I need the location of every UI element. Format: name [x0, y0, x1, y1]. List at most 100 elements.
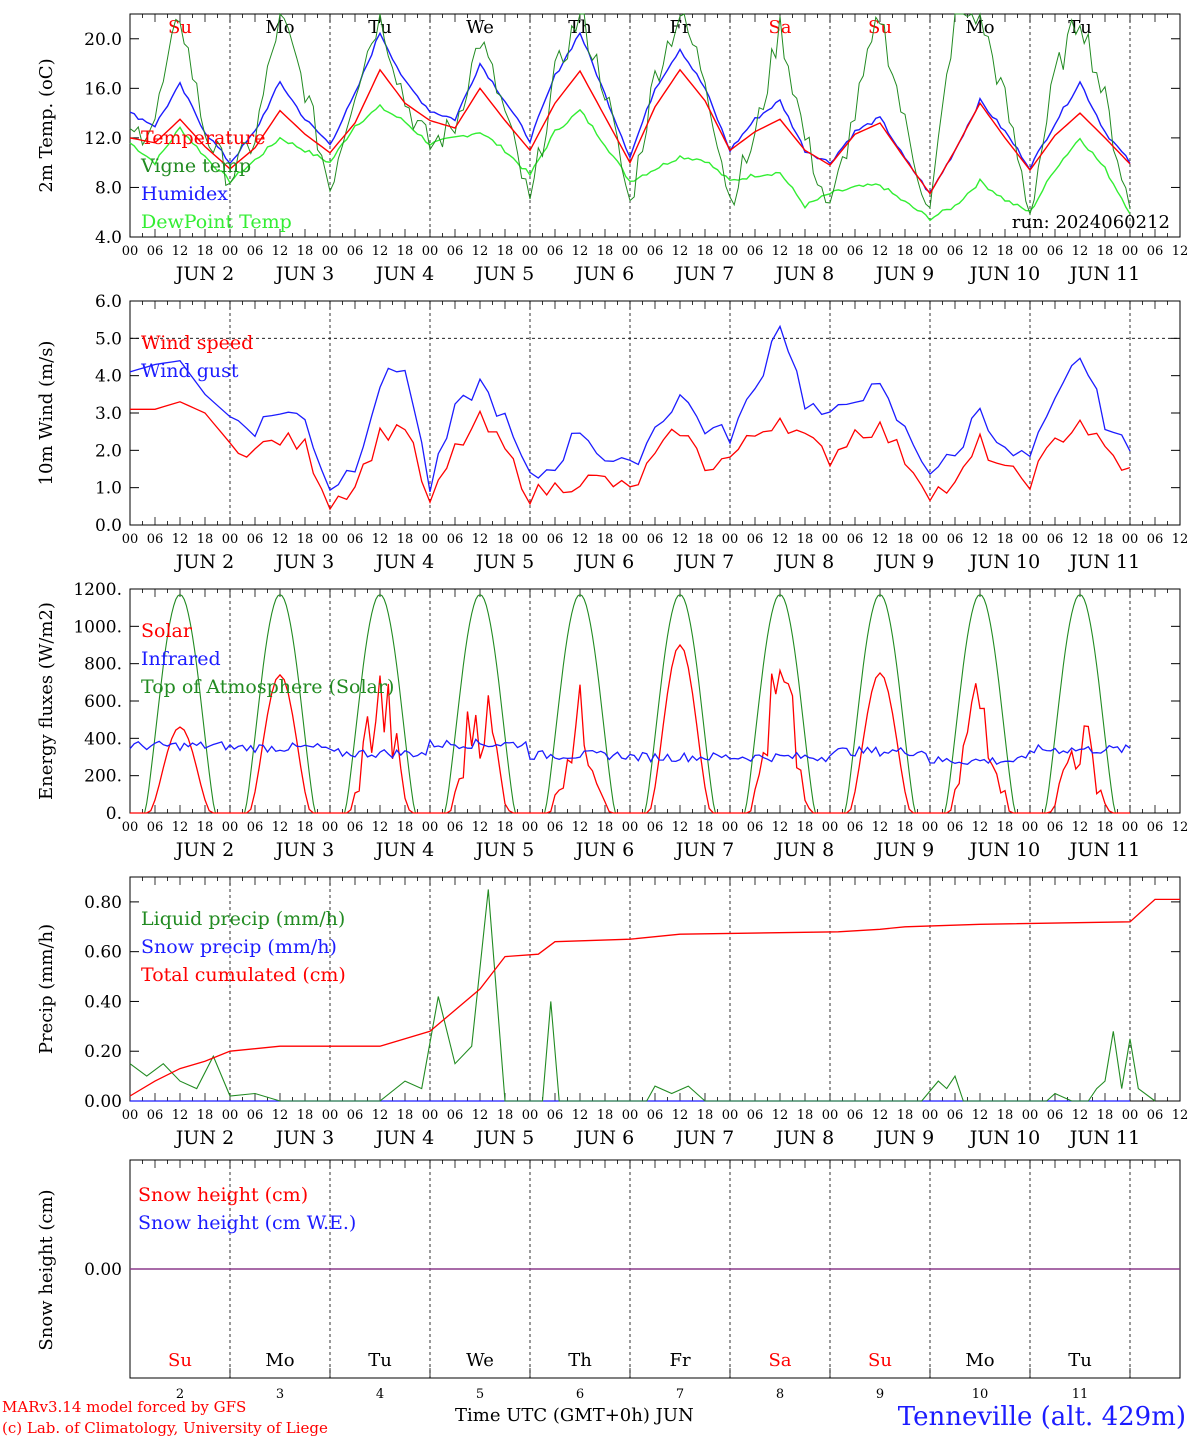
wind-panel-hour-label: 06	[947, 532, 964, 547]
temp-panel-hour-label: 00	[522, 244, 539, 259]
temp-panel-hour-label: 12	[272, 244, 289, 259]
temp-panel-day-label: Mo	[965, 17, 994, 38]
energy-panel-hour-label: 18	[297, 820, 314, 835]
energy-panel-ytick-label: 0.	[106, 804, 122, 824]
energy-panel-frame	[129, 588, 1181, 814]
precip-panel-hour-label: 00	[1122, 1108, 1139, 1123]
wind-panel-hour-label: 06	[447, 532, 464, 547]
energy-panel-hour-label: 06	[747, 820, 764, 835]
energy-panel-hour-label: 00	[122, 820, 139, 835]
snow-panel-day-label: Tu	[368, 1350, 392, 1371]
precip-panel-hour-label: 18	[997, 1108, 1014, 1123]
temp-panel-hour-label: 12	[1072, 244, 1089, 259]
energy-panel-hour-label: 00	[622, 820, 639, 835]
precip-panel-date-label: JUN 2	[174, 1127, 234, 1149]
temp-panel-series-vigne-temp	[129, 12, 1131, 216]
temp-panel-hour-label: 12	[1172, 244, 1189, 259]
wind-panel-hour-label: 00	[822, 532, 839, 547]
wind-panel-hour-label: 00	[1122, 532, 1139, 547]
energy-panel-ytick-label: 600.	[84, 692, 122, 712]
precip-panel-hour-label: 12	[772, 1108, 789, 1123]
wind-panel-hour-label: 00	[1022, 532, 1039, 547]
temp-panel-ytick-label: 16.0	[84, 79, 122, 99]
temp-panel-legend-entry: Temperature	[141, 127, 265, 149]
temp-panel-date-label: JUN 11	[1068, 263, 1140, 285]
time-axis-month: JUN	[655, 1405, 694, 1426]
wind-panel-hour-label: 12	[272, 532, 289, 547]
snow-panel-day-label: Th	[568, 1350, 592, 1371]
wind-panel-hour-label: 00	[522, 532, 539, 547]
precip-panel-legend-entry: Total cumulated (cm)	[141, 964, 346, 986]
wind-panel-hour-label: 18	[597, 532, 614, 547]
precip-panel-ytick-label: 0.80	[84, 893, 122, 913]
temp-panel-hour-label: 12	[372, 244, 389, 259]
temp-panel-ytick-label: 8.0	[95, 178, 122, 198]
precip-panel-hour-label: 12	[1172, 1108, 1189, 1123]
wind-panel-hour-label: 12	[172, 532, 189, 547]
energy-panel-hour-label: 12	[572, 820, 589, 835]
precip-panel-hour-label: 00	[522, 1108, 539, 1123]
energy-panel-ytick-label: 800.	[84, 655, 122, 675]
precip-panel-date-label: JUN 11	[1068, 1127, 1140, 1149]
energy-panel-hour-label: 00	[722, 820, 739, 835]
wind-panel-hour-label: 06	[1147, 532, 1164, 547]
energy-panel-ytick-label: 1200.	[73, 580, 122, 600]
energy-panel-date-label: JUN 10	[968, 839, 1040, 861]
snow-panel-day-number: 9	[876, 1387, 884, 1402]
energy-panel-hour-label: 12	[172, 820, 189, 835]
precip-panel-hour-label: 00	[422, 1108, 439, 1123]
precip-panel-hour-label: 18	[397, 1108, 414, 1123]
energy-panel-hour-label: 00	[522, 820, 539, 835]
precip-panel-hour-label: 06	[947, 1108, 964, 1123]
energy-panel-hour-label: 18	[597, 820, 614, 835]
wind-panel-date-label: JUN 10	[968, 551, 1040, 573]
precip-panel-ytick-label: 0.20	[84, 1042, 122, 1062]
precip-panel-hour-label: 00	[622, 1108, 639, 1123]
wind-panel-hour-label: 00	[122, 532, 139, 547]
precip-panel-date-label: JUN 5	[474, 1127, 534, 1149]
energy-panel-ytick-label: 400.	[84, 729, 122, 749]
wind-panel-date-label: JUN 5	[474, 551, 534, 573]
precip-panel-hour-label: 18	[797, 1108, 814, 1123]
temp-panel-day-label: Su	[168, 17, 192, 38]
energy-panel-hour-label: 18	[897, 820, 914, 835]
wind-panel-ytick-label: 0.0	[95, 516, 122, 536]
energy-panel-hour-label: 18	[797, 820, 814, 835]
energy-panel-hour-label: 00	[922, 820, 939, 835]
temp-panel-run-label: run: 2024060212	[1012, 212, 1170, 233]
precip-panel-hour-label: 18	[697, 1108, 714, 1123]
temp-panel-hour-label: 18	[197, 244, 214, 259]
energy-panel-hour-label: 06	[347, 820, 364, 835]
precip-panel-hour-label: 06	[447, 1108, 464, 1123]
precip-panel-ytick-label: 0.40	[84, 992, 122, 1012]
precip-panel-series-total-cumulated	[129, 898, 1180, 1097]
wind-panel-legend-entry: Wind gust	[141, 360, 239, 382]
precip-panel-hour-label: 00	[922, 1108, 939, 1123]
temp-panel-ylabel: 2m Temp. (oC)	[36, 58, 57, 192]
wind-panel-hour-label: 12	[872, 532, 889, 547]
energy-panel-hour-label: 12	[472, 820, 489, 835]
precip-panel-hour-label: 00	[722, 1108, 739, 1123]
snow-panel-day-label: We	[466, 1350, 494, 1371]
precip-panel-hour-label: 12	[372, 1108, 389, 1123]
wind-panel-ytick-label: 4.0	[95, 367, 122, 387]
temp-panel-hour-label: 12	[172, 244, 189, 259]
precip-panel-hour-label: 06	[847, 1108, 864, 1123]
energy-panel-hour-label: 00	[322, 820, 339, 835]
temp-panel-hour-label: 00	[1122, 244, 1139, 259]
temp-panel-hour-label: 18	[897, 244, 914, 259]
precip-panel-hour-label: 06	[347, 1108, 364, 1123]
wind-panel-hour-label: 18	[897, 532, 914, 547]
time-axis-title: Time UTC (GMT+0h) JUN	[455, 1405, 694, 1426]
temp-panel-legend-entry: DewPoint Temp	[141, 211, 292, 233]
precip-panel-series-liquid-precip	[129, 889, 1156, 1102]
precip-panel-date-label: JUN 9	[874, 1127, 934, 1149]
temp-panel-legend-entry: Vigne temp	[140, 155, 251, 177]
wind-panel-hour-label: 06	[647, 532, 664, 547]
wind-panel-ytick-label: 6.0	[95, 292, 122, 312]
energy-panel-hour-label: 12	[972, 820, 989, 835]
energy-panel-hour-label: 00	[1022, 820, 1039, 835]
wind-panel-hour-label: 00	[322, 532, 339, 547]
energy-panel-ytick-label: 200.	[84, 767, 122, 787]
